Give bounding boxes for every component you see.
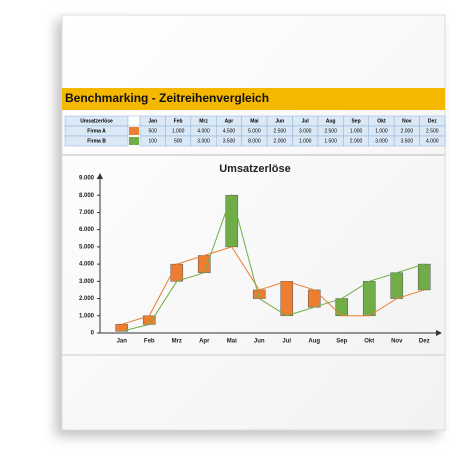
y-tick-label: 2.000 bbox=[79, 296, 95, 302]
x-tick-label: Dez bbox=[419, 339, 430, 345]
table-value: 2.000 bbox=[401, 128, 414, 134]
table-header: Jan bbox=[148, 118, 157, 124]
y-tick-label: 9.000 bbox=[79, 176, 95, 182]
y-tick-label: 4.000 bbox=[79, 262, 95, 268]
table-value: 1.000 bbox=[299, 138, 312, 144]
range-bar bbox=[307, 289, 321, 308]
x-tick-label: Feb bbox=[144, 339, 155, 345]
x-tick-label: Okt bbox=[364, 339, 374, 345]
table-cell bbox=[127, 115, 141, 127]
x-tick-label: Jan bbox=[117, 339, 128, 345]
table-value: 1.500 bbox=[324, 138, 337, 144]
table-value: 500 bbox=[149, 128, 158, 134]
table-header: Aug bbox=[326, 118, 336, 124]
table-header: Mai bbox=[250, 118, 259, 124]
table-header: Feb bbox=[174, 118, 183, 124]
x-tick-label: Mrz bbox=[172, 339, 182, 345]
table-value: 1.000 bbox=[172, 128, 185, 134]
table-value: 1.000 bbox=[375, 128, 388, 134]
table-header: Jun bbox=[275, 118, 284, 124]
table-value: 8.000 bbox=[248, 138, 261, 144]
table-header: Okt bbox=[377, 118, 386, 124]
y-tick-label: 7.000 bbox=[79, 210, 95, 216]
y-tick-label: 3.000 bbox=[79, 279, 95, 285]
table-cell bbox=[64, 135, 129, 147]
table-header: Dez bbox=[428, 118, 437, 124]
table-value: 3.000 bbox=[375, 138, 388, 144]
table-value: 4.500 bbox=[223, 128, 236, 134]
range-bar bbox=[417, 263, 431, 291]
table-value: 2.500 bbox=[274, 128, 287, 134]
range-bar bbox=[362, 281, 376, 317]
range-bar bbox=[335, 298, 349, 317]
x-tick-label: Aug bbox=[308, 339, 320, 345]
table-value: 1.000 bbox=[350, 128, 363, 134]
x-tick-label: Apr bbox=[199, 339, 210, 345]
table-value: 2.500 bbox=[426, 128, 439, 134]
y-tick-label: 6.000 bbox=[79, 227, 95, 233]
row-label: Firma A bbox=[87, 128, 106, 134]
row-label: Firma B bbox=[87, 138, 106, 144]
table-value: 500 bbox=[174, 138, 183, 144]
x-tick-label: Mai bbox=[227, 339, 237, 345]
series-line bbox=[121, 193, 425, 332]
chart-title: Umsatzerlöse bbox=[219, 163, 291, 175]
table-header: Nov bbox=[402, 118, 412, 124]
table-corner: Umsatzerlöse bbox=[80, 118, 113, 124]
swatch bbox=[129, 127, 139, 135]
x-tick-label: Jul bbox=[282, 339, 291, 345]
table-value: 2.500 bbox=[324, 128, 337, 134]
table-value: 3.500 bbox=[401, 138, 414, 144]
page-title: Benchmarking - Zeitreihenvergleich bbox=[65, 91, 269, 105]
range-bar bbox=[280, 281, 294, 317]
table-value: 4.000 bbox=[197, 128, 210, 134]
x-tick-label: Sep bbox=[336, 339, 347, 345]
table-value: 3.000 bbox=[299, 128, 312, 134]
y-tick-label: 0 bbox=[91, 331, 95, 337]
table-header: Jul bbox=[302, 118, 310, 124]
table-cell bbox=[419, 135, 446, 147]
table-value: 2.000 bbox=[350, 138, 363, 144]
range-bar bbox=[390, 272, 404, 299]
table-header: Sep bbox=[351, 118, 360, 124]
table-value: 2.000 bbox=[274, 138, 287, 144]
table-value: 3.500 bbox=[223, 138, 236, 144]
y-tick-label: 8.000 bbox=[79, 193, 95, 199]
series-line bbox=[121, 246, 425, 325]
table-value: 100 bbox=[149, 138, 158, 144]
sheet bbox=[61, 14, 446, 431]
table-value: 4.000 bbox=[426, 138, 439, 144]
x-tick-label: Jun bbox=[254, 339, 265, 345]
table-value: 3.000 bbox=[197, 138, 210, 144]
title-bar bbox=[62, 88, 445, 110]
table-header: Mrz bbox=[199, 118, 208, 124]
range-bar bbox=[225, 194, 239, 248]
y-tick-label: 5.000 bbox=[79, 244, 95, 250]
table-value: 5.000 bbox=[248, 128, 261, 134]
y-tick-label: 1.000 bbox=[79, 313, 95, 319]
x-tick-label: Nov bbox=[391, 339, 403, 345]
table-header: Apr bbox=[225, 118, 234, 124]
swatch bbox=[129, 137, 139, 145]
range-bar bbox=[197, 255, 211, 273]
